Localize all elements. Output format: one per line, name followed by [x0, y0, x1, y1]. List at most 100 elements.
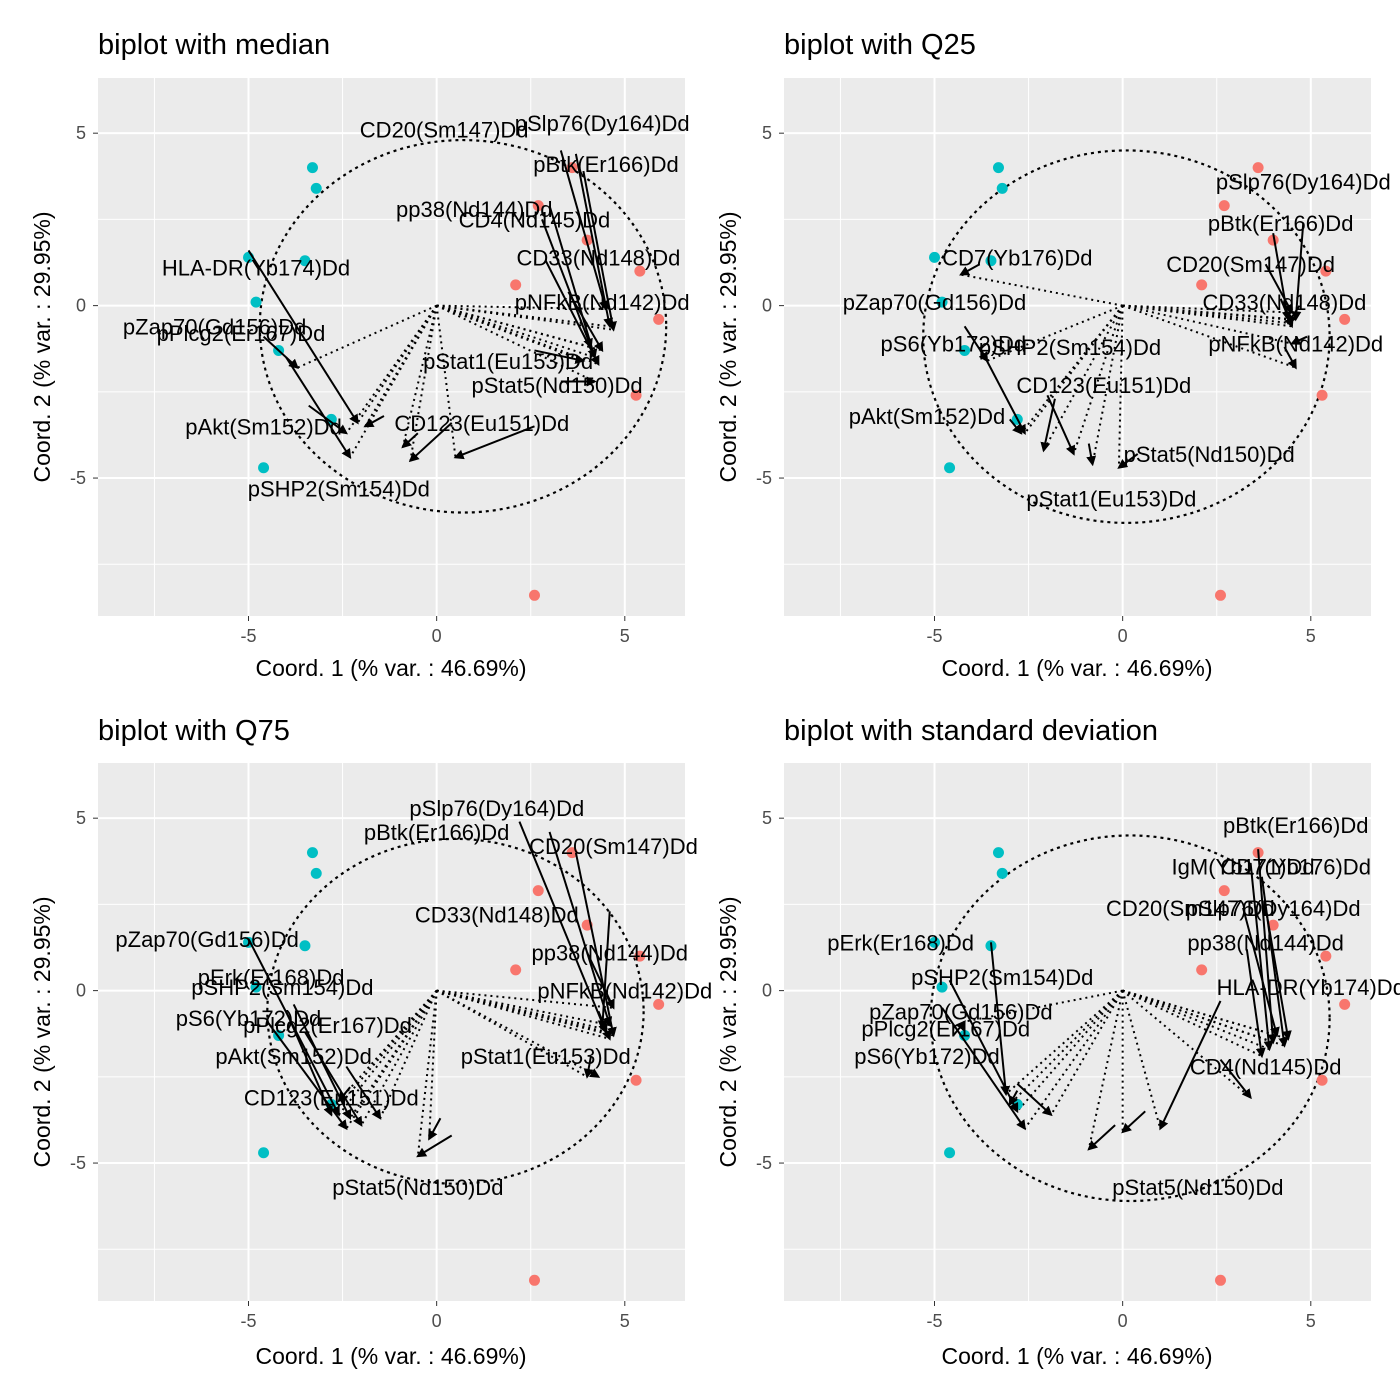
x-tick-label: 0 — [432, 1311, 442, 1331]
variable-arrow — [1283, 346, 1297, 370]
variable-arrow — [952, 1020, 966, 1037]
correlation-circle — [929, 834, 1331, 1203]
point-group1 — [1196, 964, 1208, 976]
variable-label: pZap70(Gd156)Dd — [843, 290, 1026, 315]
variable-label: HLA-DR(Yb174)Dd — [1217, 975, 1400, 1000]
point-group1 — [510, 964, 522, 976]
point-group1 — [1252, 162, 1264, 174]
variable-arrow — [1219, 1058, 1252, 1100]
variable-label: pZap70(Gd156)Dd — [115, 927, 298, 952]
point-group1 — [532, 200, 544, 212]
variable-arrow — [1040, 398, 1056, 453]
variable-ray — [1122, 304, 1289, 321]
variable-ray — [349, 305, 438, 458]
variable-label: CD123(Eu151)Dd — [244, 1086, 419, 1111]
variable-ray — [1005, 989, 1124, 1095]
variable-label: CD7(Yb176)Dd — [942, 245, 1092, 270]
variable-ray — [297, 304, 438, 369]
variable-arrow — [544, 260, 600, 367]
variable-label: pSHP2(Sm154)Dd — [979, 335, 1161, 360]
point-group1 — [1320, 950, 1332, 962]
variable-label: pS6(Yb172)Dd — [176, 1006, 322, 1031]
point-group1 — [630, 389, 642, 401]
y-tick-label: 5 — [762, 123, 772, 143]
variable-ray — [436, 304, 596, 359]
variable-ray — [1024, 305, 1124, 434]
x-tick-label: -5 — [927, 1311, 943, 1331]
variable-ray — [1122, 989, 1285, 1047]
point-group2 — [258, 1147, 270, 1159]
variable-label: pStat5(Nd150)Dd — [471, 373, 642, 398]
variable-label: pNFkB(Nd142)Dd — [1208, 332, 1383, 357]
variable-ray — [1009, 989, 1124, 1106]
x-tick-labels: -5 0 5 — [927, 1311, 1316, 1331]
y-tick-label: 5 — [762, 808, 772, 828]
variable-arrows — [247, 821, 617, 1158]
plot-area — [784, 78, 1371, 616]
point-group1 — [630, 1074, 642, 1086]
variable-ray — [436, 989, 599, 1078]
variable-arrow — [401, 432, 419, 449]
variable-label: pStat5(Nd150)Dd — [332, 1175, 503, 1200]
variable-arrow — [285, 356, 352, 460]
point-group2 — [310, 867, 322, 879]
x-axis-label: Coord. 1 (% var. : 46.69%) — [941, 655, 1212, 681]
variable-arrow — [363, 415, 385, 428]
panel-standard-deviation: biplot with standard deviation pBtk(Er16… — [715, 715, 1400, 1369]
variable-arrow — [337, 1086, 351, 1103]
variable-arrow — [1087, 1124, 1116, 1151]
point-group2 — [250, 296, 262, 308]
variable-rays — [960, 273, 1297, 468]
y-tick-label: 0 — [762, 296, 772, 316]
variable-ray — [1122, 989, 1263, 1058]
variable-label: pBtk(Er166)Dd — [533, 152, 679, 177]
variable-arrow — [518, 821, 608, 1034]
variable-arrow — [345, 1065, 382, 1120]
variable-label: pSlp76(Dy164)Dd — [515, 111, 690, 136]
variable-label: pBtk(Er166)Dd — [1208, 211, 1354, 236]
point-group1 — [634, 265, 646, 277]
variable-arrow — [583, 1055, 594, 1079]
variable-rays — [297, 304, 614, 461]
point-group1 — [1267, 234, 1279, 246]
variable-label: CD20(Sm147)Dd — [1166, 252, 1335, 277]
variable-arrow — [1264, 907, 1292, 1041]
gridlines — [784, 763, 1371, 1301]
variable-ray — [436, 989, 607, 1033]
variable-label: pAkt(Sm152)Dd — [849, 404, 1006, 429]
variable-label: pS6(Yb172)Dd — [854, 1044, 1000, 1069]
variable-arrow — [1264, 263, 1293, 315]
y-tick-labels: -5 0 5 — [756, 123, 772, 488]
variable-ray — [435, 305, 457, 458]
variable-ray — [1122, 304, 1293, 314]
variable-ray — [360, 990, 438, 1126]
variable-label: pPlcg2(Er167)Dd — [243, 1013, 412, 1038]
x-axis-label: Coord. 1 (% var. : 46.69%) — [255, 1343, 526, 1369]
y-tick-label: 0 — [76, 296, 86, 316]
variable-ray — [436, 304, 607, 311]
variable-arrow — [408, 422, 453, 463]
variable-label: pSlp76(Dy164)Dd — [409, 796, 584, 821]
x-tick-label: 0 — [1118, 626, 1128, 646]
variable-ray — [416, 990, 438, 1157]
variable-ray — [436, 304, 584, 362]
y-tick-labels: -5 0 5 — [70, 808, 86, 1173]
point-group2 — [310, 182, 322, 194]
variable-ray — [1122, 304, 1293, 328]
variable-label: pAkt(Sm152)Dd — [185, 414, 342, 439]
point-group1 — [532, 885, 544, 897]
variable-ray — [436, 304, 603, 352]
y-tick-label: -5 — [70, 1153, 86, 1173]
variable-ray — [1122, 304, 1289, 324]
panel-title: biplot with median — [98, 29, 330, 61]
variable-arrow — [1245, 949, 1266, 1059]
x-tick-label: 0 — [1118, 1311, 1128, 1331]
variable-label: pSlp76(Dy164)Dd — [1216, 169, 1391, 194]
variable-ray — [1016, 989, 1124, 1112]
variable-label: pBtk(Er166)Dd — [1223, 813, 1369, 838]
point-group2 — [936, 296, 948, 308]
x-tick-label: 0 — [432, 626, 442, 646]
variable-arrow — [1046, 394, 1076, 456]
point-group1 — [566, 847, 578, 859]
